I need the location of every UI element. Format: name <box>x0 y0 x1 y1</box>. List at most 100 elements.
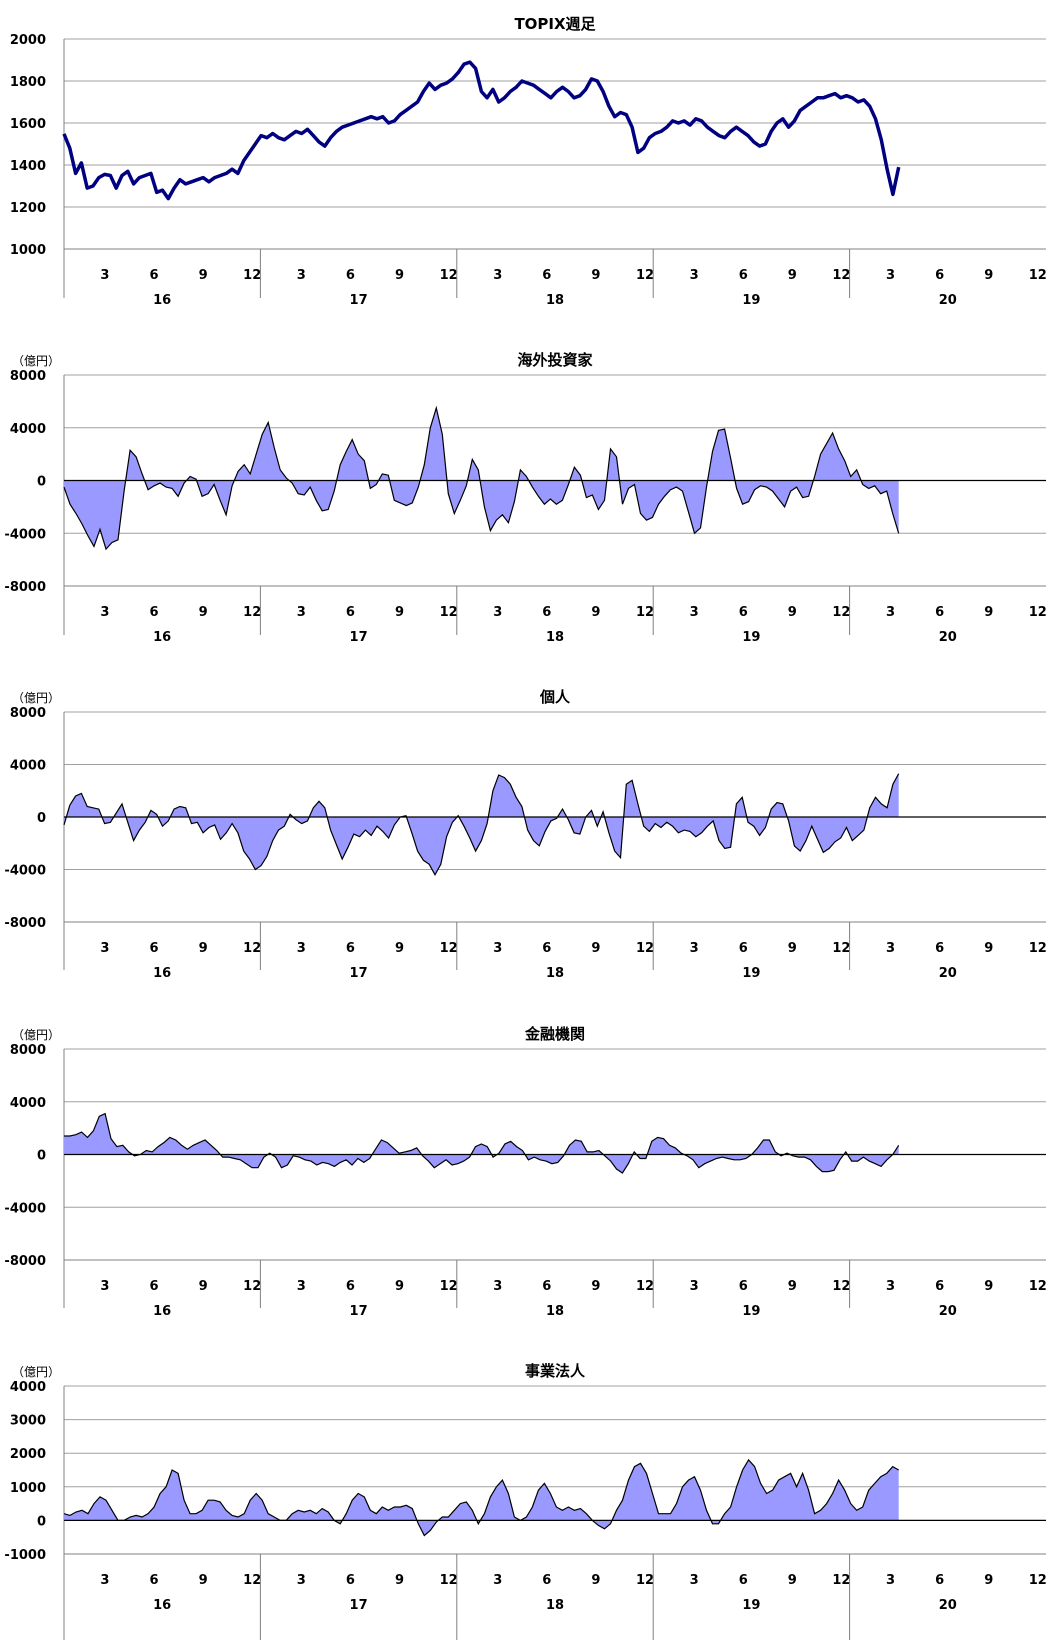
unit-label: （億円） <box>12 691 60 705</box>
x-tick-label: 12 <box>636 1279 654 1294</box>
y-tick-label: -4000 <box>4 864 46 879</box>
y-tick-label: 1400 <box>10 159 46 174</box>
year-label: 17 <box>350 293 368 308</box>
chart-title: 事業法人 <box>525 1362 586 1380</box>
x-tick-label: 9 <box>395 1279 404 1294</box>
x-tick-label: 9 <box>984 605 993 620</box>
x-tick-label: 3 <box>690 941 699 956</box>
y-tick-label: -8000 <box>4 1254 46 1269</box>
x-tick-label: 12 <box>440 1573 458 1588</box>
year-label: 16 <box>153 1598 171 1613</box>
y-tick-label: 4000 <box>10 759 46 774</box>
x-tick-label: 6 <box>935 605 944 620</box>
year-label: 16 <box>153 630 171 645</box>
x-tick-label: 3 <box>297 941 306 956</box>
series-line <box>63 1458 899 1537</box>
x-tick-label: 3 <box>297 605 306 620</box>
chart-panel-3: 金融機関 （億円） -8000 -4000 0 4000 8000 3 6 9 12 16 3 6 9 12 1… <box>4 1025 1046 1319</box>
year-label: 18 <box>546 293 564 308</box>
x-tick-label: 12 <box>1029 1279 1047 1294</box>
x-tick-label: 12 <box>243 1279 261 1294</box>
series-line <box>62 60 901 201</box>
y-tick-label: 0 <box>37 475 46 490</box>
y-tick-label: 2000 <box>10 1447 46 1462</box>
chart-panel-2: 個人 （億円） -8000 -4000 0 4000 8000 3 6 9 12 16 3 6 9 12 17 3… <box>4 688 1046 981</box>
x-tick-label: 3 <box>493 268 502 283</box>
x-tick-label: 12 <box>243 941 261 956</box>
x-tick-label: 12 <box>1029 268 1047 283</box>
x-tick-label: 3 <box>297 1573 306 1588</box>
x-tick-label: 12 <box>243 268 261 283</box>
x-tick-label: 12 <box>636 941 654 956</box>
year-label: 17 <box>350 966 368 981</box>
x-tick-label: 6 <box>346 605 355 620</box>
x-tick-label: 12 <box>636 268 654 283</box>
x-tick-label: 9 <box>395 1573 404 1588</box>
y-tick-label: 4000 <box>10 422 46 437</box>
x-tick-label: 3 <box>690 1279 699 1294</box>
x-tick-label: 9 <box>591 941 600 956</box>
y-tick-label: 0 <box>37 811 46 826</box>
chart-panel-0: TOPIX週足 1000 1200 1400 1600 1800 2000 3 6 9 12 16 3 6… <box>10 15 1047 308</box>
x-tick-label: 9 <box>591 268 600 283</box>
y-tick-label: 1000 <box>10 243 46 258</box>
chart-title: 金融機関 <box>524 1025 585 1043</box>
y-tick-label: 2000 <box>10 33 46 48</box>
x-tick-label: 9 <box>591 1573 600 1588</box>
x-tick-label: 9 <box>591 1279 600 1294</box>
x-tick-label: 6 <box>542 605 551 620</box>
x-tick-label: 6 <box>346 1573 355 1588</box>
year-label: 18 <box>546 630 564 645</box>
chart-title: 海外投資家 <box>517 351 592 369</box>
x-tick-label: 6 <box>935 1573 944 1588</box>
x-tick-label: 6 <box>346 941 355 956</box>
x-tick-label: 12 <box>1029 605 1047 620</box>
x-tick-label: 9 <box>199 268 208 283</box>
year-label: 19 <box>742 630 760 645</box>
x-tick-label: 3 <box>100 1573 109 1588</box>
year-label: 18 <box>546 1304 564 1319</box>
x-tick-label: 6 <box>149 268 158 283</box>
x-tick-label: 3 <box>493 1279 502 1294</box>
x-tick-label: 12 <box>243 605 261 620</box>
x-tick-label: 9 <box>984 941 993 956</box>
y-tick-label: -4000 <box>4 1201 46 1216</box>
x-tick-label: 9 <box>395 605 404 620</box>
y-tick-label: 0 <box>37 1514 46 1529</box>
x-tick-label: 6 <box>346 268 355 283</box>
y-tick-label: -8000 <box>4 916 46 931</box>
x-tick-label: 6 <box>542 941 551 956</box>
x-tick-label: 9 <box>395 268 404 283</box>
year-label: 17 <box>350 630 368 645</box>
chart-title: 個人 <box>539 688 571 706</box>
year-label: 17 <box>350 1304 368 1319</box>
y-tick-label: 0 <box>37 1149 46 1164</box>
x-tick-label: 6 <box>542 268 551 283</box>
x-tick-label: 12 <box>832 605 850 620</box>
year-label: 20 <box>939 966 957 981</box>
series-line <box>63 405 900 551</box>
series-area <box>64 1113 899 1173</box>
year-label: 19 <box>742 1598 760 1613</box>
x-tick-label: 3 <box>100 605 109 620</box>
year-label: 20 <box>939 293 957 308</box>
unit-label: （億円） <box>12 354 60 368</box>
y-tick-label: 8000 <box>10 706 46 721</box>
year-label: 18 <box>546 1598 564 1613</box>
x-tick-label: 3 <box>493 605 502 620</box>
year-label: 16 <box>153 1304 171 1319</box>
x-tick-label: 9 <box>788 268 797 283</box>
x-tick-label: 12 <box>440 1279 458 1294</box>
x-tick-label: 12 <box>440 941 458 956</box>
x-tick-label: 9 <box>199 605 208 620</box>
year-label: 20 <box>939 1598 957 1613</box>
x-tick-label: 3 <box>493 1573 502 1588</box>
x-tick-label: 6 <box>935 268 944 283</box>
x-tick-label: 3 <box>100 268 109 283</box>
y-tick-label: -8000 <box>4 580 46 595</box>
x-tick-label: 9 <box>199 1279 208 1294</box>
y-tick-label: 8000 <box>10 1043 46 1058</box>
chart-panel-4: 事業法人 （億円） -1000 0 1000 2000 3000 4000 3 6 9 12 16 3 6 9… <box>4 1362 1047 1640</box>
x-tick-label: 6 <box>739 1573 748 1588</box>
